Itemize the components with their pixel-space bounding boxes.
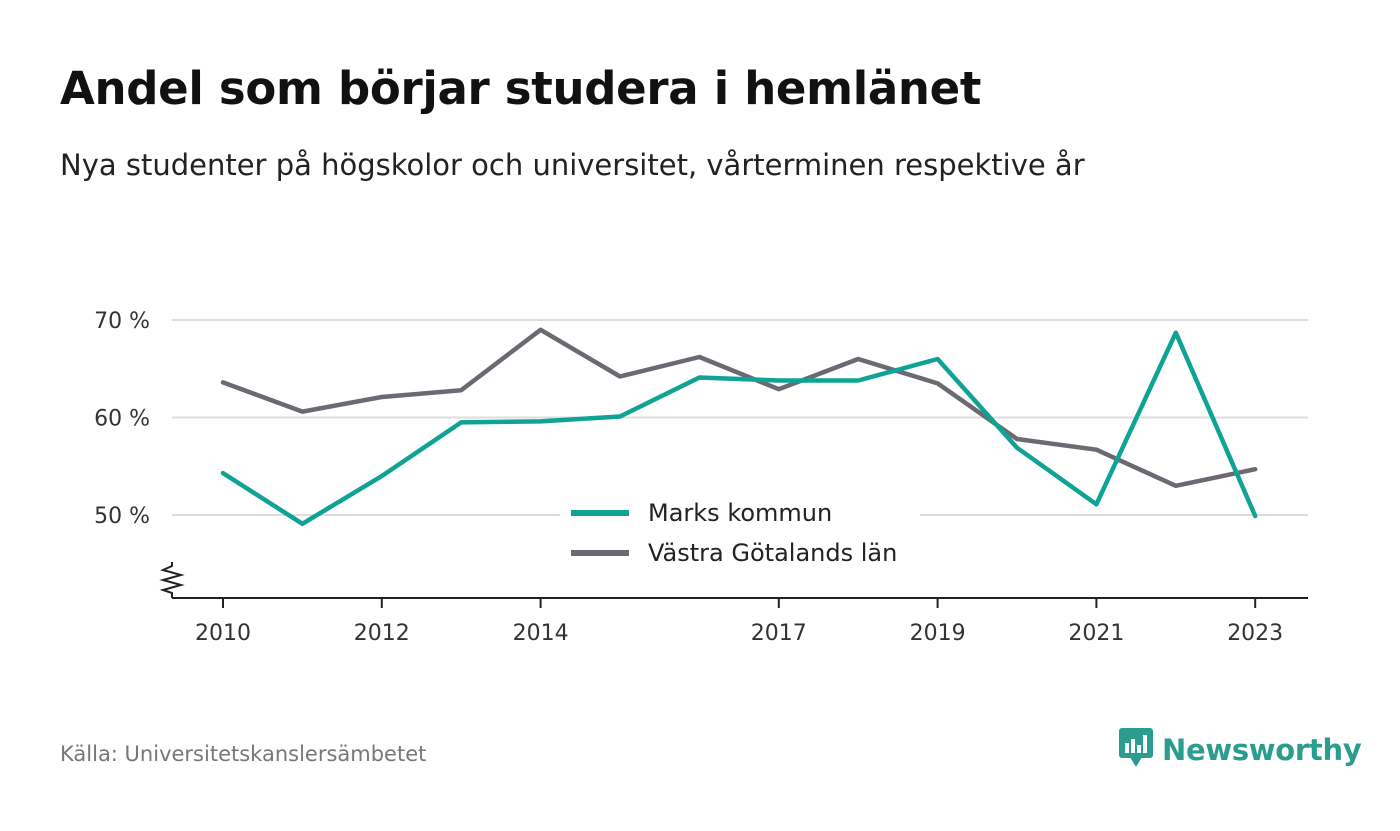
- source-note: Källa: Universitetskanslersämbetet: [60, 742, 427, 766]
- series-lines: [220, 327, 1258, 527]
- series-line-2: [220, 327, 1258, 489]
- brand-logo: Newsworthy: [1118, 727, 1362, 773]
- x-tick-label: 2012: [354, 621, 410, 646]
- y-tick-label: 50 %: [94, 504, 150, 529]
- x-tick-label: 2019: [910, 621, 966, 646]
- x-tick-label: 2017: [751, 621, 807, 646]
- x-tick-label: 2010: [195, 621, 251, 646]
- legend: Marks kommun Västra Götalands län: [560, 490, 920, 572]
- legend-box: [560, 490, 920, 572]
- brand-name: Newsworthy: [1162, 733, 1362, 767]
- legend-label-1: Marks kommun: [648, 499, 832, 527]
- y-tick-label: 70 %: [94, 309, 150, 334]
- bar-chart-speech-bubble-icon: [1118, 727, 1154, 773]
- chart-title: Andel som börjar studera i hemlänet: [60, 62, 982, 115]
- x-tick-label: 2014: [513, 621, 569, 646]
- legend-label-2: Västra Götalands län: [648, 539, 897, 567]
- y-tick-label: 60 %: [94, 407, 150, 432]
- axes: 70 % 60 % 50 % 2010 2012 2014 2017 2019 2021 2023: [94, 309, 1308, 646]
- series-line-1: [220, 330, 1258, 527]
- line-chart: 70 % 60 % 50 % 2010 2012 2014 2017 2019 2021 2023…: [94, 309, 1308, 646]
- x-tick-label: 2021: [1068, 621, 1124, 646]
- axis-break-icon: [159, 562, 185, 598]
- chart-subtitle: Nya studenter på högskolor och universit…: [60, 148, 1085, 182]
- x-tick-label: 2023: [1227, 621, 1283, 646]
